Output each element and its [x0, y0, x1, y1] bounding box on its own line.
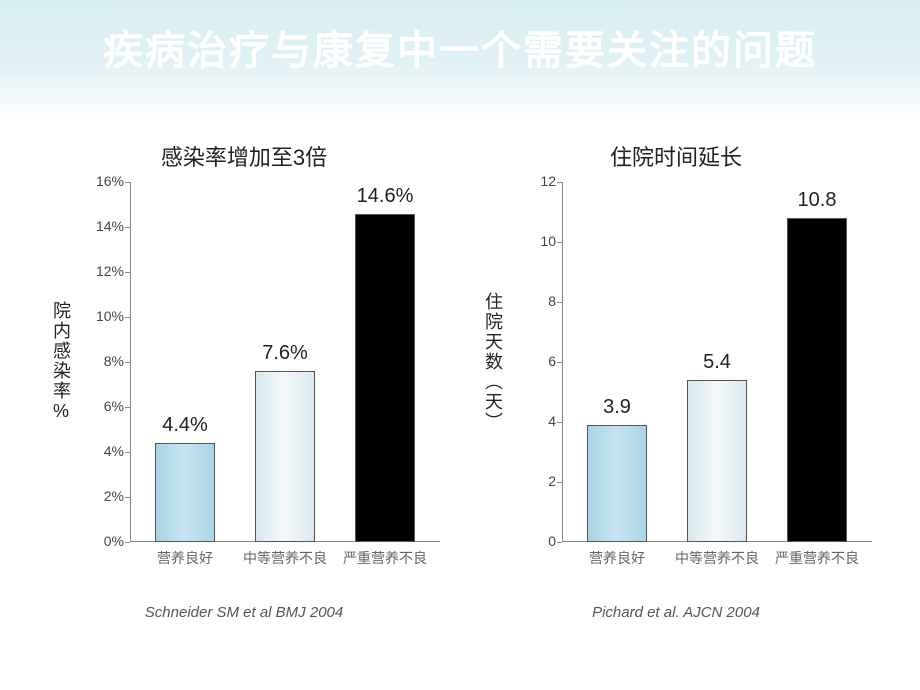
- ytick-label: 4%: [82, 443, 124, 459]
- bar: [255, 371, 315, 542]
- x-category-label: 严重营养不良: [320, 542, 450, 568]
- ytick-label: 6%: [82, 398, 124, 414]
- ytick-label: 4: [514, 413, 556, 429]
- ytick-label: 14%: [82, 218, 124, 234]
- ytick-label: 2: [514, 473, 556, 489]
- bar-value-label: 5.4: [657, 351, 777, 374]
- ytick-label: 2%: [82, 488, 124, 504]
- charts-row: 感染率增加至3倍 院内感染率% 0%2%4%6%8%10%12%14%16%4.…: [0, 140, 920, 621]
- bar-value-label: 10.8: [757, 189, 877, 212]
- ytick-label: 8: [514, 293, 556, 309]
- chart1-ylabel: 院内感染率%: [48, 301, 74, 423]
- bar: [587, 425, 647, 542]
- bar: [355, 214, 415, 543]
- chart1-title: 感染率增加至3倍: [161, 140, 327, 172]
- ytick-label: 8%: [82, 353, 124, 369]
- ytick-label: 12: [514, 173, 556, 189]
- chart2-ylabel: 住院天数（天）: [480, 292, 506, 432]
- chart-left: 感染率增加至3倍 院内感染率% 0%2%4%6%8%10%12%14%16%4.…: [48, 140, 440, 621]
- bar: [687, 380, 747, 542]
- ytick-label: 12%: [82, 263, 124, 279]
- ytick-label: 10%: [82, 308, 124, 324]
- chart2-plot: 0246810123.9营养良好5.4中等营养不良10.8严重营养不良: [562, 182, 872, 542]
- ytick-label: 0: [514, 533, 556, 549]
- bar: [787, 218, 847, 542]
- x-category-label: 严重营养不良: [752, 542, 882, 568]
- chart2-title: 住院时间延长: [610, 140, 742, 172]
- chart1-citation: Schneider SM et al BMJ 2004: [145, 604, 343, 621]
- ytick-label: 6: [514, 353, 556, 369]
- chart2-citation: Pichard et al. AJCN 2004: [592, 604, 760, 621]
- chart1-plot: 0%2%4%6%8%10%12%14%16%4.4%营养良好7.6%中等营养不良…: [130, 182, 440, 542]
- slide-header: 疾病治疗与康复中一个需要关注的问题: [0, 0, 920, 120]
- ytick-label: 10: [514, 233, 556, 249]
- chart-right: 住院时间延长 住院天数（天） 0246810123.9营养良好5.4中等营养不良…: [480, 140, 872, 621]
- bar-value-label: 3.9: [557, 396, 677, 419]
- bar-value-label: 7.6%: [225, 342, 345, 365]
- bar: [155, 443, 215, 542]
- slide-title: 疾病治疗与康复中一个需要关注的问题: [0, 18, 920, 76]
- ytick-label: 0%: [82, 533, 124, 549]
- ytick-label: 16%: [82, 173, 124, 189]
- bar-value-label: 4.4%: [125, 414, 245, 437]
- bar-value-label: 14.6%: [325, 185, 445, 208]
